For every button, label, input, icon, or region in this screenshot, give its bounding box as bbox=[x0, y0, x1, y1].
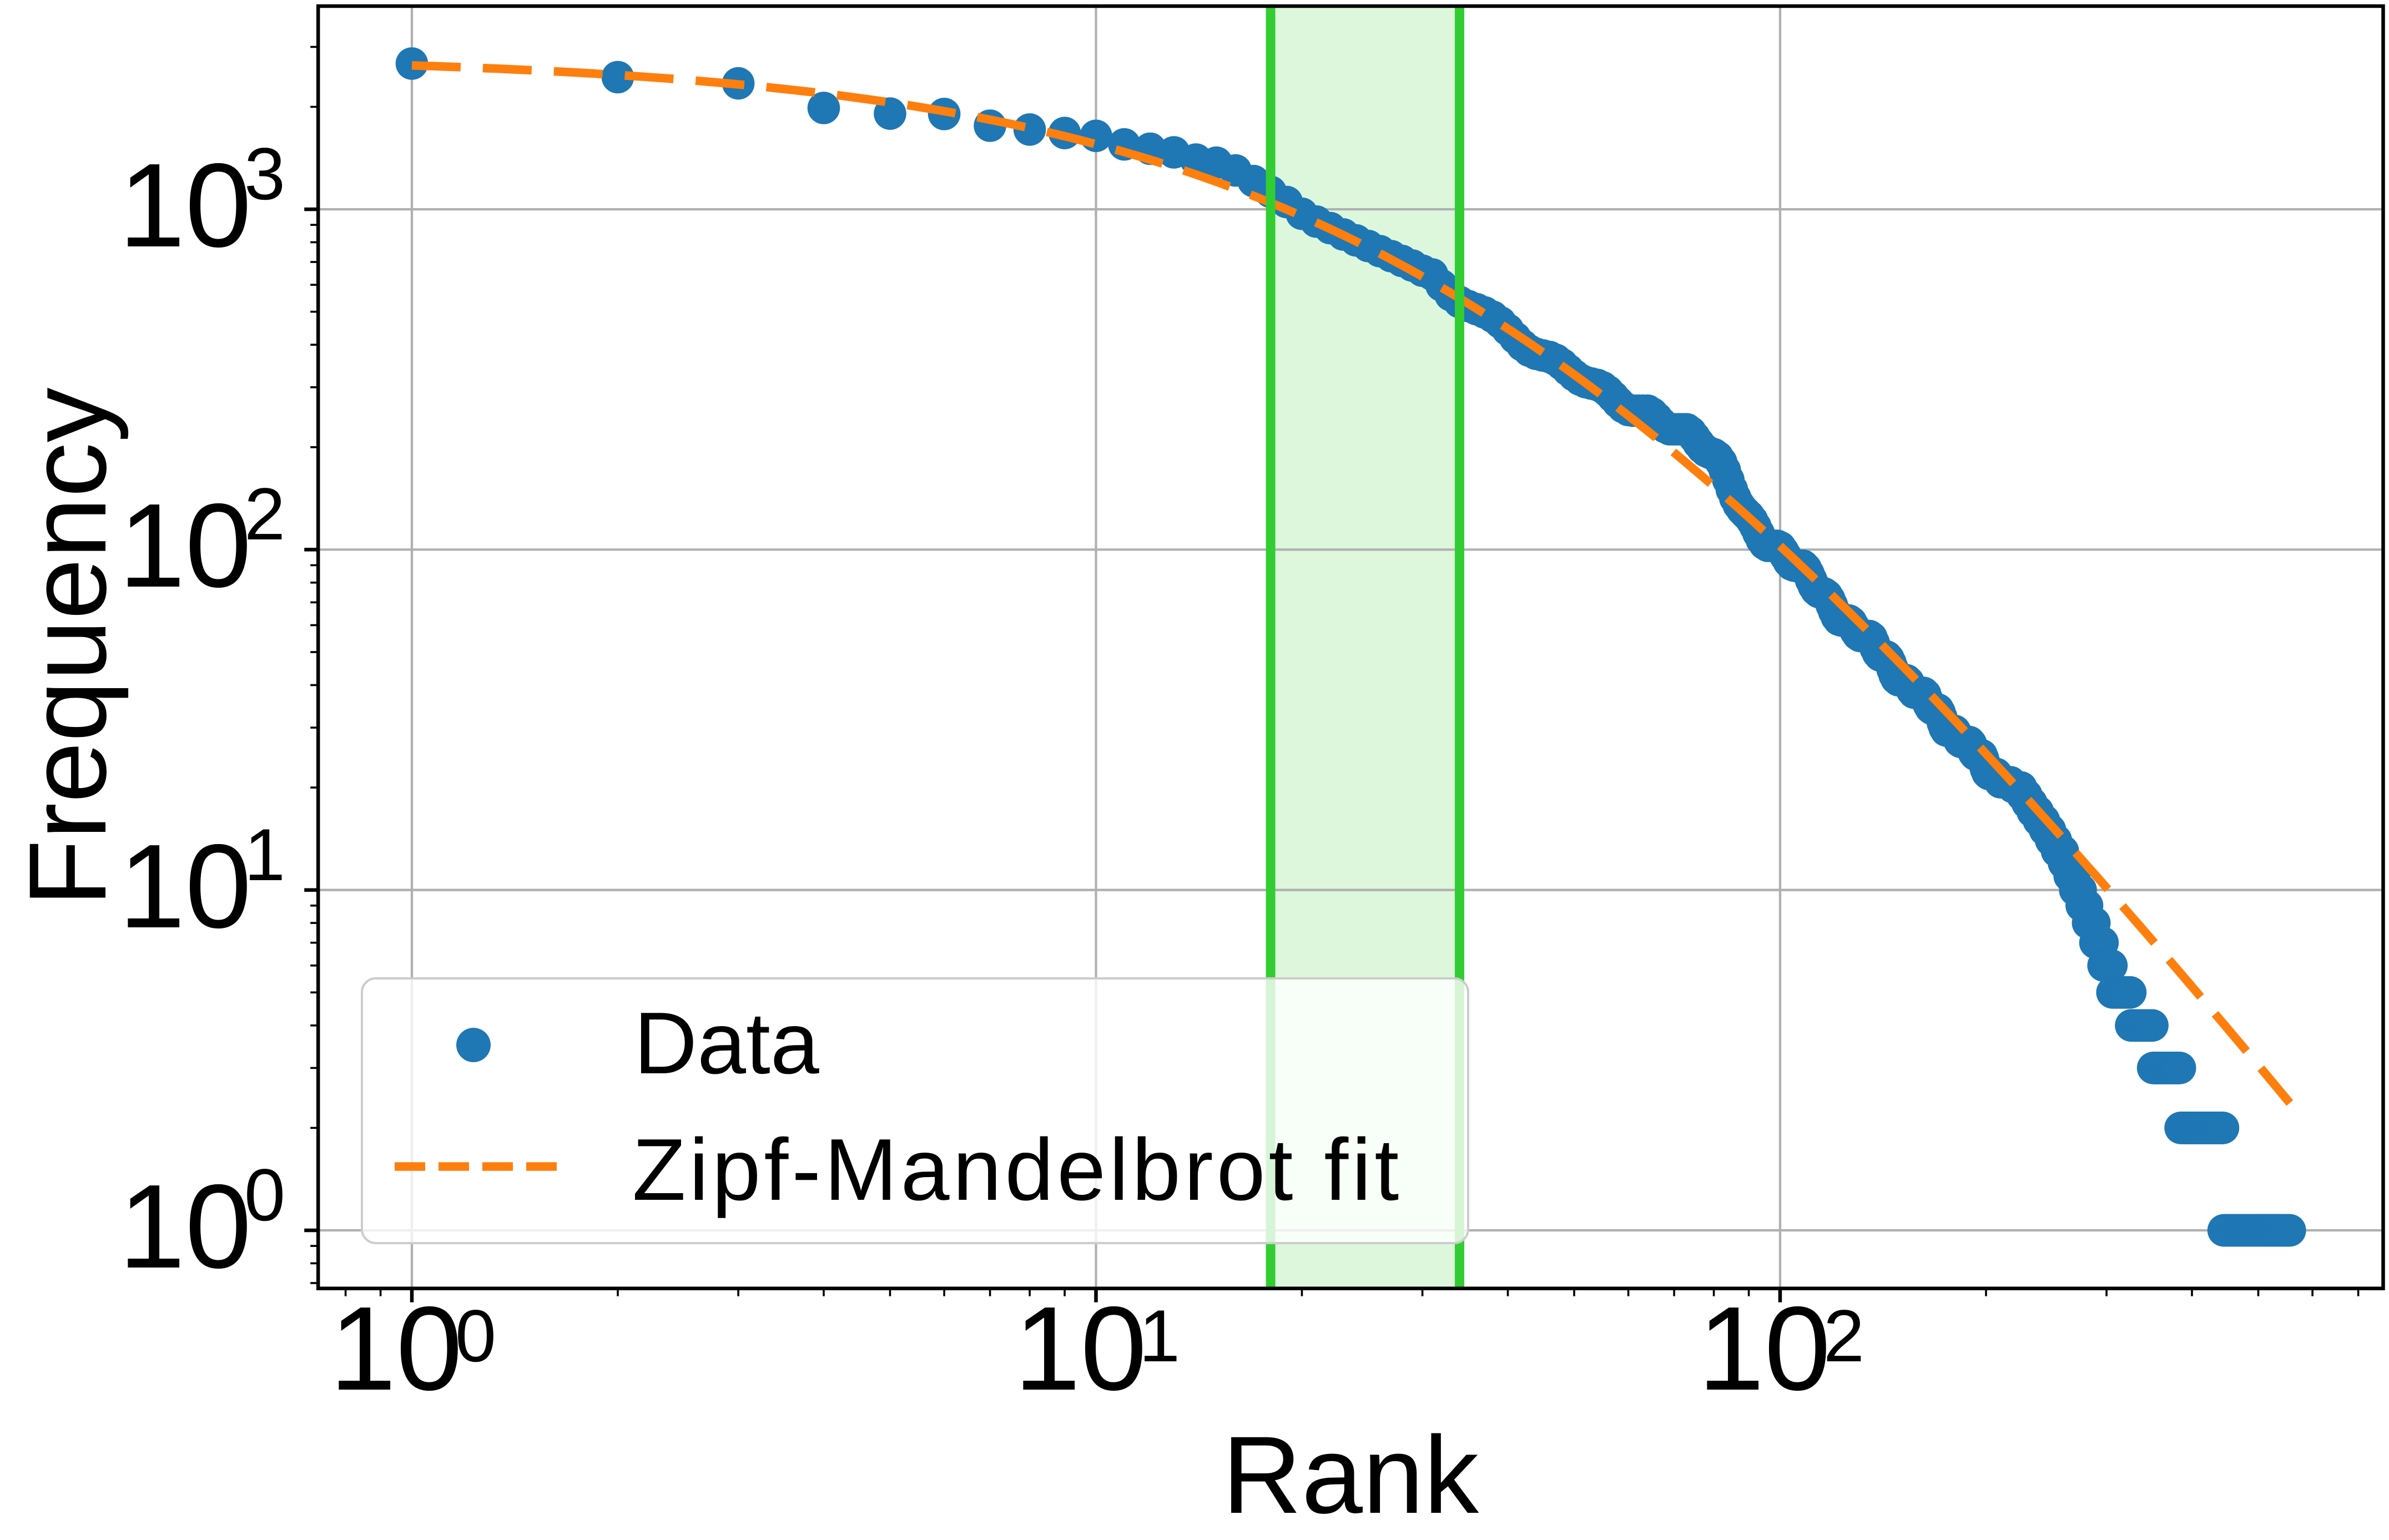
svg-text:1: 1 bbox=[244, 814, 285, 896]
svg-text:Data: Data bbox=[634, 994, 819, 1092]
svg-text:10: 10 bbox=[119, 1159, 251, 1293]
svg-text:Zipf-Mandelbrot fit: Zipf-Mandelbrot fit bbox=[632, 1121, 1402, 1219]
svg-text:10: 10 bbox=[119, 819, 251, 953]
svg-text:10: 10 bbox=[330, 1281, 462, 1415]
svg-text:2: 2 bbox=[1823, 1295, 1864, 1377]
svg-text:Rank: Rank bbox=[1222, 1413, 1479, 1536]
svg-text:2: 2 bbox=[244, 473, 285, 556]
svg-text:Frequency: Frequency bbox=[6, 387, 129, 906]
svg-text:10: 10 bbox=[1698, 1281, 1831, 1415]
svg-text:0: 0 bbox=[455, 1295, 496, 1377]
svg-text:10: 10 bbox=[1014, 1281, 1147, 1415]
svg-text:10: 10 bbox=[119, 478, 251, 612]
svg-text:10: 10 bbox=[119, 138, 251, 272]
svg-text:0: 0 bbox=[244, 1154, 285, 1236]
svg-text:1: 1 bbox=[1139, 1295, 1180, 1377]
svg-text:3: 3 bbox=[244, 133, 285, 215]
